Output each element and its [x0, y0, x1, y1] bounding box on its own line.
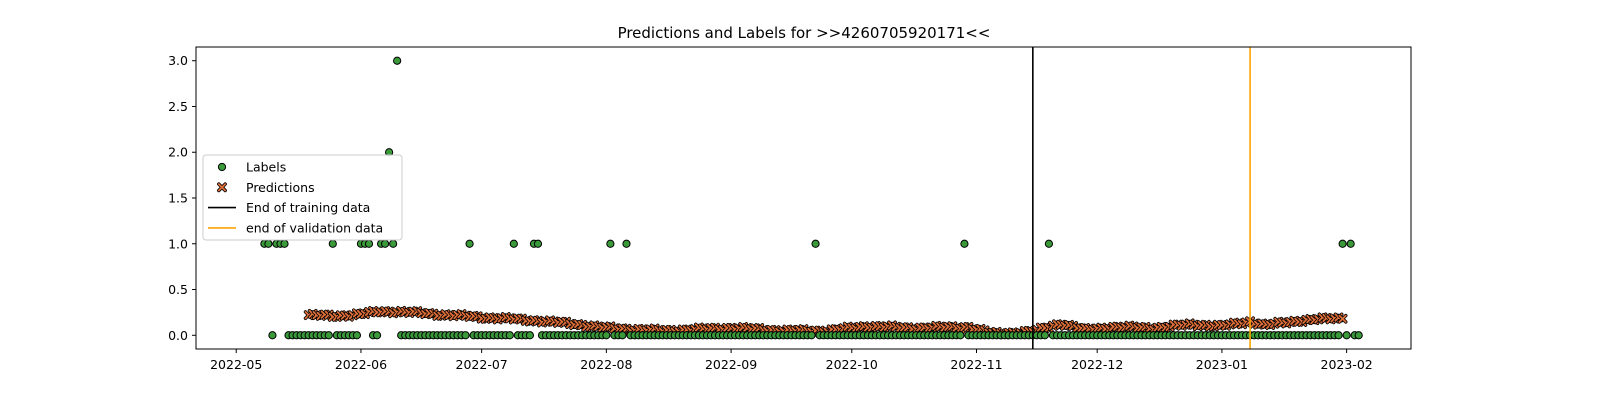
- label-point: [352, 331, 362, 340]
- label-point: [606, 239, 615, 248]
- label-point: [1334, 331, 1343, 340]
- label-point: [372, 331, 382, 340]
- label-point: [328, 239, 337, 248]
- chart-title: Predictions and Labels for >>42607059201…: [618, 24, 991, 42]
- x-tick-label: 2022-08: [580, 357, 632, 372]
- label-point: [602, 331, 611, 340]
- label-point: [622, 239, 631, 248]
- y-tick-label: 2.0: [168, 145, 188, 160]
- label-point: [393, 56, 402, 65]
- label-point: [525, 331, 535, 340]
- x-tick-label: 2023-01: [1196, 357, 1248, 372]
- y-tick-label: 2.5: [168, 99, 188, 114]
- x-tick-label: 2022-07: [456, 357, 508, 372]
- legend-labels-marker: [217, 162, 227, 172]
- label-point: [509, 239, 518, 248]
- x-tick-label: 2022-09: [705, 357, 757, 372]
- y-tick-label: 1.0: [168, 236, 188, 251]
- legend-label: Predictions: [246, 180, 315, 195]
- legend-label: End of training data: [246, 200, 370, 215]
- label-point: [268, 331, 277, 340]
- label-point: [364, 239, 374, 248]
- label-point: [956, 331, 965, 340]
- label-point: [811, 239, 820, 248]
- label-point: [505, 331, 514, 340]
- prediction-point: [1337, 313, 1348, 324]
- label-point: [1354, 331, 1363, 340]
- legend-label: end of validation data: [246, 220, 383, 235]
- legend-label: Labels: [246, 160, 286, 175]
- legend: Labels Predictions End of training data end…: [202, 154, 403, 241]
- axes: 2022-05 2022-06 2022-07 2022-08 2022-09 2022-…: [168, 53, 1373, 372]
- label-point: [389, 239, 398, 248]
- label-point: [1346, 239, 1355, 248]
- label-point: [1338, 239, 1347, 248]
- x-tick-label: 2022-10: [826, 357, 878, 372]
- label-point: [533, 239, 543, 248]
- x-tick-label: 2022-06: [335, 357, 387, 372]
- x-tick-label: 2023-02: [1321, 357, 1373, 372]
- legend-box: [202, 154, 403, 241]
- label-point: [465, 239, 474, 248]
- y-tick-label: 3.0: [168, 53, 188, 68]
- label-point: [1342, 331, 1351, 340]
- label-point: [280, 239, 289, 248]
- y-tick-label: 1.5: [168, 191, 188, 206]
- y-tick-label: 0.5: [168, 282, 188, 297]
- legend-predictions-marker: [217, 182, 227, 193]
- label-point: [324, 331, 333, 340]
- label-point: [618, 331, 627, 340]
- label-point: [264, 239, 273, 248]
- x-tick-label: 2022-11: [950, 357, 1002, 372]
- label-point: [1044, 239, 1054, 248]
- label-point: [461, 331, 470, 340]
- x-tick-label: 2022-12: [1071, 357, 1123, 372]
- label-point: [1040, 331, 1049, 340]
- x-tick-label: 2022-05: [210, 357, 262, 372]
- label-point: [960, 239, 969, 248]
- y-tick-label: 0.0: [168, 328, 188, 343]
- plot-area: [260, 47, 1363, 349]
- label-point: [380, 239, 390, 248]
- label-point: [807, 331, 816, 340]
